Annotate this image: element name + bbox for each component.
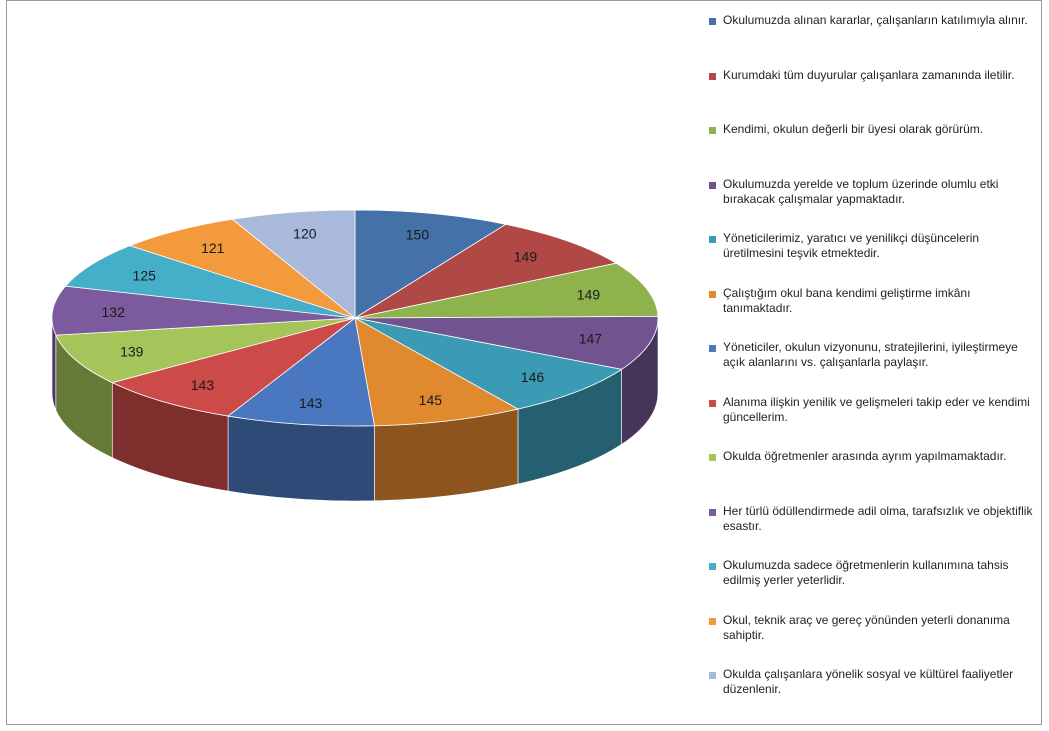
legend-swatch <box>709 672 716 679</box>
legend-swatch <box>709 399 716 407</box>
legend-swatch <box>709 454 716 461</box>
data-label-1: 150 <box>406 227 430 243</box>
pie-slice-2 <box>354 223 618 319</box>
legend-item: Okulda çalışanlara yönelik sosyal ve kül… <box>709 667 1039 722</box>
pie-slice-13 <box>231 209 356 319</box>
pie-slice-5 <box>354 317 623 410</box>
legend-item: Kurumdaki tüm duyurular çalışanlara zama… <box>709 68 1039 123</box>
data-label-9: 139 <box>120 344 144 360</box>
legend-label: Çalıştığım okul bana kendimi geliştirme … <box>723 285 971 315</box>
legend-label: Alanıma ilişkin yenilik ve gelişmeleri t… <box>723 394 1030 424</box>
data-label-7: 143 <box>299 395 323 411</box>
legend-item: Okul, teknik araç ve gereç yönünden yete… <box>709 613 1039 668</box>
pie-slice-8 <box>111 317 356 417</box>
legend-swatch <box>709 181 716 189</box>
data-label-3: 149 <box>577 287 601 303</box>
pie-slice-3 <box>354 262 659 319</box>
pie-slice-9 <box>55 317 356 384</box>
pie-sides <box>51 317 659 502</box>
data-label-5: 146 <box>521 369 545 385</box>
legend-swatch <box>709 236 716 243</box>
data-label-13: 120 <box>293 225 317 241</box>
legend-label: Okulumuzda yerelde ve toplum üzerinde ol… <box>723 176 999 206</box>
legend-item: Yöneticilerimiz, yaratıcı ve yenilikçi d… <box>709 231 1039 286</box>
legend-item: Çalıştığım okul bana kendimi geliştirme … <box>709 286 1039 341</box>
data-label-2: 149 <box>514 249 538 265</box>
data-label-8: 143 <box>191 377 215 393</box>
pie-side-7 <box>227 415 375 502</box>
legend-item: Okulumuzda alınan kararlar, çalışanların… <box>709 13 1039 68</box>
legend-item: Her türlü ödüllendirmede adil olma, tara… <box>709 504 1039 559</box>
legend-label: Okul, teknik araç ve gereç yönünden yete… <box>723 612 1010 642</box>
legend-swatch <box>709 345 716 352</box>
legend-label: Her türlü ödüllendirmede adil olma, tara… <box>723 503 1033 533</box>
pie-slice-11 <box>64 245 356 319</box>
legend-label: Kendimi, okulun değerli bir üyesi olarak… <box>723 122 984 136</box>
legend-label: Okulumuzda sadece öğretmenlerin kullanım… <box>723 558 1009 587</box>
pie-slice-1 <box>354 209 507 319</box>
data-label-6: 145 <box>419 392 443 408</box>
pie-slice-10 <box>51 285 356 336</box>
pie-slice-6 <box>354 317 520 427</box>
pie-slice-4 <box>354 316 659 370</box>
legend-label: Yöneticilerimiz, yaratıcı ve yenilikçi d… <box>723 231 980 260</box>
pie-slice-12 <box>128 218 356 319</box>
pie-slice-7 <box>227 317 375 427</box>
legend-label: Okulumuzda alınan kararlar, çalışanların… <box>723 13 1028 27</box>
legend-label: Yöneticiler, okulun vizyonunu, stratejil… <box>723 340 1018 369</box>
data-label-12: 121 <box>201 240 225 256</box>
data-label-4: 147 <box>579 331 603 347</box>
legend-swatch <box>709 508 716 516</box>
legend-item: Okulda öğretmenler arasında ayrım yapılm… <box>709 449 1039 504</box>
data-label-10: 132 <box>102 304 126 320</box>
legend-item: Alanıma ilişkin yenilik ve gelişmeleri t… <box>709 395 1039 450</box>
legend-label: Okulda öğretmenler arasında ayrım yapılm… <box>723 449 1007 463</box>
chart-frame: 150 149 149 147 146 145 143 143 139 132 125 121 120 … <box>6 0 1042 725</box>
legend-swatch <box>709 563 716 570</box>
legend: Okulumuzda alınan kararlar, çalışanların… <box>709 13 1039 722</box>
legend-label: Okulda çalışanlara yönelik sosyal ve kül… <box>723 667 1014 696</box>
legend-item: Okulumuzda sadece öğretmenlerin kullanım… <box>709 558 1039 613</box>
data-labels: 150 149 149 147 146 145 143 143 139 132 125 121 120 <box>102 225 603 410</box>
legend-swatch <box>709 18 716 25</box>
data-label-11: 125 <box>133 267 157 283</box>
legend-item: Kendimi, okulun değerli bir üyesi olarak… <box>709 122 1039 177</box>
legend-swatch <box>709 617 716 625</box>
legend-item: Yöneticiler, okulun vizyonunu, stratejil… <box>709 340 1039 395</box>
legend-swatch <box>709 127 716 134</box>
legend-swatch <box>709 290 716 298</box>
legend-item: Okulumuzda yerelde ve toplum üzerinde ol… <box>709 177 1039 232</box>
pie-chart: 150 149 149 147 146 145 143 143 139 132 125 121 120 <box>51 209 659 502</box>
legend-swatch <box>709 72 716 80</box>
legend-label: Kurumdaki tüm duyurular çalışanlara zama… <box>723 67 1015 82</box>
pie-slices <box>51 209 659 427</box>
